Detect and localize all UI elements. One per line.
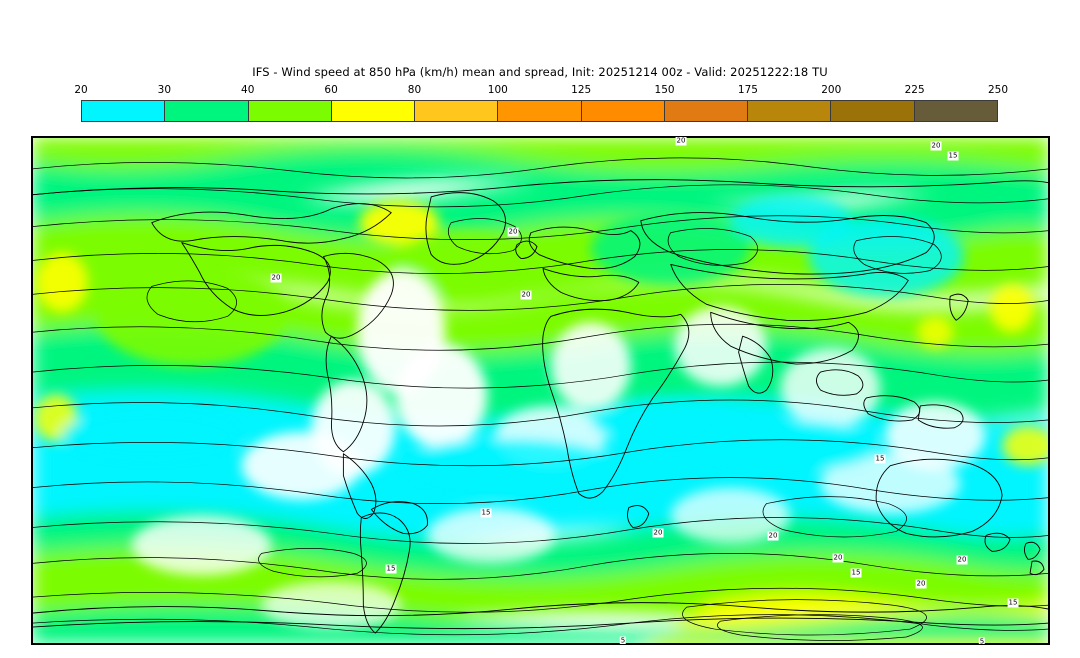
contour-label: 5 — [619, 636, 627, 645]
colorbar-segment-8 — [748, 101, 832, 121]
contour-label: 20 — [832, 553, 844, 563]
colorbar-tick-150: 150 — [654, 84, 675, 96]
contour-label: 15 — [480, 508, 492, 518]
contour-label: 20 — [930, 141, 942, 151]
colorbar-tick-60: 60 — [324, 84, 338, 96]
contour-label: 15 — [385, 564, 397, 574]
colorbar-segment-4 — [415, 101, 499, 121]
colorbar-tick-100: 100 — [487, 84, 508, 96]
contour-label: 20 — [956, 555, 968, 565]
contour-label: 20 — [767, 531, 779, 541]
colorbar-tick-250: 250 — [987, 84, 1009, 96]
contour-lines — [32, 157, 1049, 641]
contour-label: 15 — [947, 151, 959, 161]
coastlines — [32, 179, 1049, 634]
contour-label: 20 — [520, 290, 532, 300]
colorbar-segment-2 — [248, 101, 332, 121]
colorbar-tick-80: 80 — [407, 84, 422, 96]
page-title: IFS - Wind speed at 850 hPa (km/h) mean … — [252, 65, 828, 79]
colorbar-tick-labels: 20 30 40 60 80 100 125 150 175 200 225 250 — [74, 84, 1008, 100]
colorbar-segment-7 — [664, 101, 749, 121]
colorbar-segment-9 — [831, 101, 915, 121]
colorbar-segment-10 — [914, 101, 997, 121]
colorbar-segment-0 — [82, 101, 166, 121]
colorbar-tick-125: 125 — [571, 84, 592, 96]
colorbar-segment-5 — [498, 101, 582, 121]
colorbar-tick-175: 175 — [737, 84, 758, 96]
colorbar-segment-6 — [581, 101, 665, 121]
colorbar-gradient — [81, 100, 998, 122]
colorbar-tick-225: 225 — [904, 84, 925, 96]
contour-label: 15 — [874, 454, 886, 464]
colorbar-segment-3 — [331, 101, 416, 121]
contour-label: 15 — [850, 568, 862, 578]
colorbar-tick-30: 30 — [157, 84, 172, 96]
colorbar-segment-1 — [165, 101, 249, 121]
colorbar-tick-20: 20 — [74, 84, 88, 96]
contour-label: 5 — [978, 637, 986, 645]
map-field-svg — [32, 137, 1049, 644]
colorbar: 20 30 40 60 80 100 125 150 175 200 225 250 — [74, 84, 1008, 122]
contour-label: 20 — [675, 136, 687, 146]
contour-label: 15 — [1007, 598, 1019, 608]
contour-label: 20 — [915, 579, 927, 589]
colorbar-tick-40: 40 — [241, 84, 255, 96]
contour-label: 20 — [270, 273, 282, 283]
contour-label: 20 — [507, 227, 519, 237]
colorbar-tick-200: 200 — [821, 84, 842, 96]
contour-label: 20 — [652, 528, 664, 538]
